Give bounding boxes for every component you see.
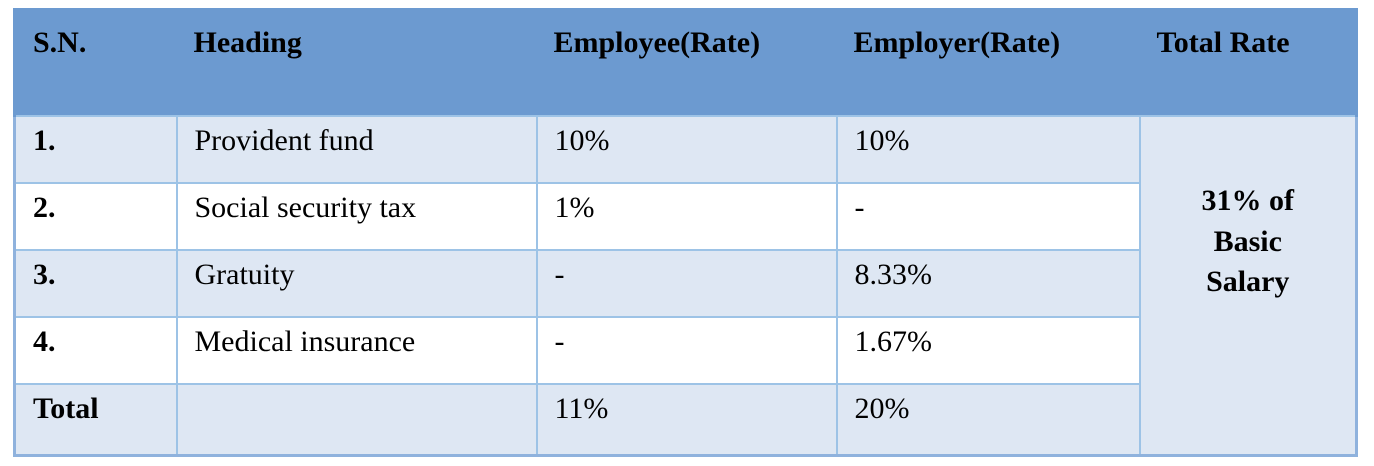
cell-employer-rate: 1.67% [835, 316, 1141, 385]
cell-total-rate-merged: 31% of Basic Salary [1138, 115, 1358, 456]
cell-sn: 2. [13, 182, 178, 251]
column-header-sn: S.N. [13, 8, 177, 117]
cell-employee-rate-total: 11% [535, 383, 838, 456]
cell-employee-rate: 10% [535, 115, 838, 184]
cell-heading: Medical insurance [175, 316, 538, 385]
cell-employer-rate-total: 20% [835, 383, 1141, 456]
total-row: Total 11% 20% [13, 383, 1357, 456]
cell-heading: Social security tax [175, 182, 538, 251]
cell-employer-rate: 8.33% [835, 249, 1141, 318]
cell-sn: 3. [13, 249, 178, 318]
cell-employer-rate: 10% [835, 115, 1141, 184]
cell-employee-rate: 1% [535, 182, 838, 251]
column-header-total-rate: Total Rate [1139, 8, 1358, 117]
cell-employee-rate: - [535, 316, 838, 385]
contribution-rates-table: S.N. Heading Employee(Rate) Employer(Rat… [13, 8, 1358, 457]
cell-sn: 1. [13, 115, 178, 184]
cell-heading: Provident fund [175, 115, 538, 184]
table-row-provident-fund: 1. Provident fund 10% 10% 31% of Basic S… [13, 115, 1358, 456]
cell-sn: 4. [13, 316, 178, 385]
cell-heading: Gratuity [175, 249, 538, 318]
column-header-employee-rate: Employee(Rate) [536, 8, 837, 117]
column-header-heading: Heading [176, 8, 537, 117]
cell-employer-rate: - [835, 182, 1141, 251]
header-row: S.N. Heading Employee(Rate) Employer(Rat… [13, 8, 1358, 117]
table-row-social-security-tax: 2. Social security tax 1% - [13, 182, 1357, 251]
document-page: S.N. Heading Employee(Rate) Employer(Rat… [0, 8, 1374, 466]
table-row-gratuity: 3. Gratuity - 8.33% [13, 249, 1357, 318]
table-row-medical-insurance: 4. Medical insurance - 1.67% [13, 316, 1357, 385]
column-header-employer-rate: Employer(Rate) [836, 8, 1140, 117]
cell-heading-empty [175, 383, 538, 456]
cell-total-label: Total [13, 383, 178, 456]
cell-employee-rate: - [535, 249, 838, 318]
